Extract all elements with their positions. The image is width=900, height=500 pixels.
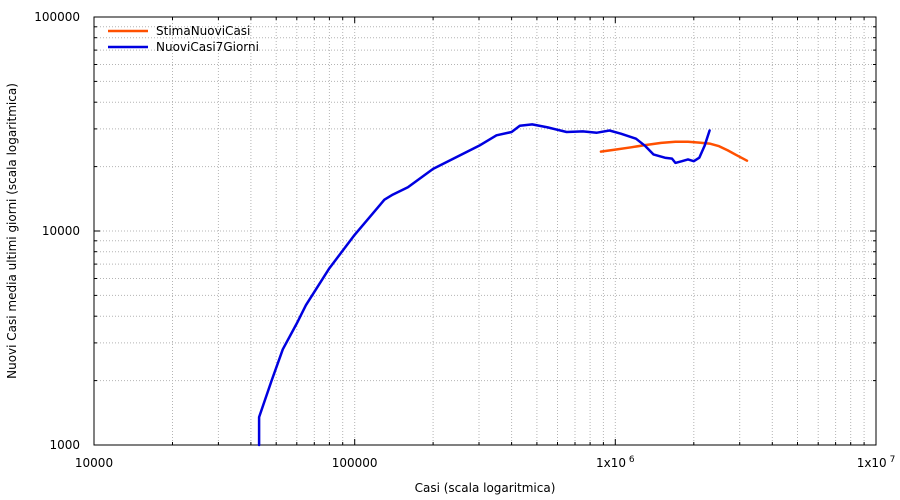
legend: StimaNuoviCasi NuoviCasi7Giorni <box>108 24 259 54</box>
y-axis-title: Nuovi Casi media ultimi giorni (scala lo… <box>5 83 19 379</box>
grid <box>94 17 876 445</box>
series-lines <box>257 123 749 447</box>
axis-ticks: 10000 100000 1x10 6 1x10 7 1000 10000 100000 <box>34 10 895 470</box>
series-line-stima-nuovi-casi <box>599 140 749 162</box>
y-tick-label: 10000 <box>42 224 80 238</box>
legend-label: StimaNuoviCasi <box>156 24 250 38</box>
legend-label: NuoviCasi7Giorni <box>156 40 259 54</box>
x-tick-label: 1x10 7 <box>857 455 896 470</box>
x-tick-label: 100000 <box>332 456 378 470</box>
series-line-nuovi-casi-7-giorni <box>257 123 711 447</box>
x-tick-label: 10000 <box>75 456 113 470</box>
y-tick-label: 1000 <box>49 438 80 452</box>
x-tick-label: 1x10 6 <box>596 455 635 470</box>
x-axis-title: Casi (scala logaritmica) <box>415 481 556 495</box>
y-tick-label: 100000 <box>34 10 80 24</box>
